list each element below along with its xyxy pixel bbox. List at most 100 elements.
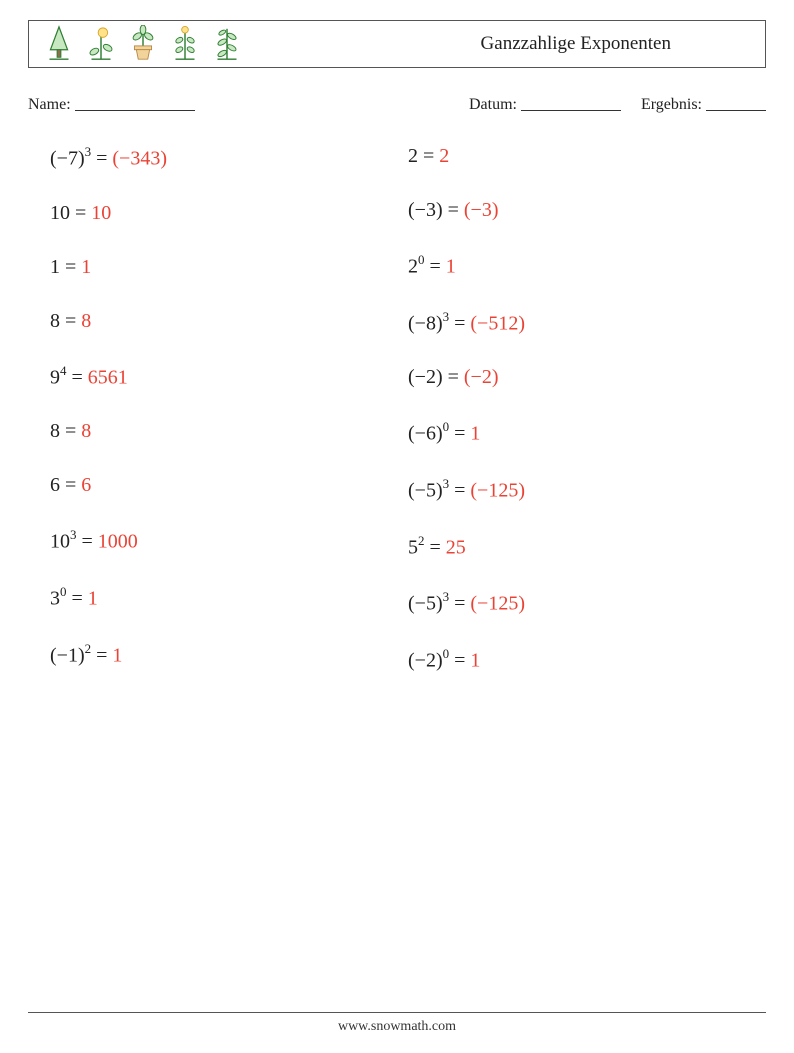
problem-answer: 6561 [88, 366, 128, 388]
problem-answer: 25 [446, 536, 466, 558]
problem-base: 10 [50, 202, 70, 224]
problem-base: (−2) [408, 366, 443, 388]
problem-row: (−3) = (−3) [408, 200, 766, 220]
problem-base: 8 [50, 310, 60, 332]
problem-row: 94 = 6561 [50, 365, 408, 388]
date-label: Datum: [469, 96, 517, 114]
problem-base: (−2) [408, 650, 443, 672]
footer-url: www.snowmath.com [0, 1019, 794, 1035]
problem-base: 3 [50, 588, 60, 610]
equals-sign: = [70, 202, 91, 224]
problem-answer: 1 [470, 650, 480, 672]
name-blank [75, 96, 195, 111]
equals-sign: = [425, 256, 446, 278]
problem-exponent: 3 [443, 589, 450, 604]
header-box: Ganzzahlige Exponenten [28, 20, 766, 68]
problem-row: (−5)3 = (−125) [408, 591, 766, 614]
problem-base: (−6) [408, 423, 443, 445]
problem-exponent: 2 [85, 641, 92, 656]
problem-answer: (−125) [470, 480, 525, 502]
plant-icon [211, 25, 243, 63]
problem-base: 9 [50, 366, 60, 388]
plant-icon [85, 25, 117, 63]
equals-sign: = [449, 312, 470, 334]
problem-row: 52 = 25 [408, 535, 766, 558]
problem-row: 20 = 1 [408, 254, 766, 277]
equals-sign: = [449, 480, 470, 502]
problem-exponent: 3 [443, 309, 450, 324]
problem-base: (−5) [408, 593, 443, 615]
problem-answer: (−2) [464, 366, 499, 388]
problem-row: 6 = 6 [50, 475, 408, 495]
problem-exponent: 0 [443, 419, 450, 434]
problem-row: (−2)0 = 1 [408, 648, 766, 671]
equals-sign: = [443, 366, 464, 388]
equals-sign: = [449, 650, 470, 672]
score-blank [706, 96, 766, 111]
equals-sign: = [67, 366, 88, 388]
problem-row: (−1)2 = 1 [50, 643, 408, 666]
problems-area: (−7)3 = (−343)10 = 101 = 18 = 894 = 6561… [28, 146, 766, 705]
problem-row: (−2) = (−2) [408, 367, 766, 387]
name-label: Name: [28, 96, 71, 114]
problem-answer: 10 [91, 202, 111, 224]
equals-sign: = [67, 588, 88, 610]
problem-exponent: 3 [85, 144, 92, 159]
equals-sign: = [449, 593, 470, 615]
problem-answer: (−125) [470, 593, 525, 615]
problem-base: 6 [50, 474, 60, 496]
problem-base: 1 [50, 256, 60, 278]
problem-row: 30 = 1 [50, 586, 408, 609]
problem-base: 10 [50, 531, 70, 553]
problem-column-2: 2 = 2(−3) = (−3)20 = 1(−8)3 = (−512)(−2)… [408, 146, 766, 705]
problem-answer: 8 [81, 420, 91, 442]
problem-base: (−5) [408, 480, 443, 502]
problem-base: (−1) [50, 644, 85, 666]
equals-sign: = [449, 423, 470, 445]
problem-answer: (−343) [112, 148, 167, 170]
equals-sign: = [91, 644, 112, 666]
equals-sign: = [60, 310, 81, 332]
problem-exponent: 0 [418, 252, 425, 267]
problem-exponent: 4 [60, 363, 67, 378]
problem-row: 2 = 2 [408, 146, 766, 166]
plant-icon [127, 25, 159, 63]
equals-sign: = [60, 256, 81, 278]
equals-sign: = [418, 145, 439, 167]
problem-base: 5 [408, 536, 418, 558]
problem-row: (−5)3 = (−125) [408, 478, 766, 501]
problem-exponent: 3 [443, 476, 450, 491]
problem-row: 103 = 1000 [50, 529, 408, 552]
problem-answer: 1 [446, 256, 456, 278]
problem-exponent: 0 [443, 646, 450, 661]
problem-answer: 1 [88, 588, 98, 610]
problem-row: 1 = 1 [50, 257, 408, 277]
equals-sign: = [60, 474, 81, 496]
date-blank [521, 96, 621, 111]
problem-base: (−3) [408, 199, 443, 221]
plant-icon [43, 25, 75, 63]
problem-answer: 2 [439, 145, 449, 167]
problem-row: (−8)3 = (−512) [408, 311, 766, 334]
meta-row: Name: Datum: Ergebnis: [28, 94, 766, 114]
problem-base: (−8) [408, 312, 443, 334]
problem-row: (−7)3 = (−343) [50, 146, 408, 169]
problem-answer: 1000 [98, 531, 138, 553]
problem-row: 8 = 8 [50, 421, 408, 441]
problem-answer: 1 [112, 644, 122, 666]
problem-answer: 8 [81, 310, 91, 332]
problem-answer: (−512) [470, 312, 525, 334]
header-icons [43, 25, 243, 63]
problem-answer: 6 [81, 474, 91, 496]
problem-answer: 1 [81, 256, 91, 278]
problem-base: 2 [408, 256, 418, 278]
equals-sign: = [425, 536, 446, 558]
equals-sign: = [77, 531, 98, 553]
equals-sign: = [60, 420, 81, 442]
worksheet-title: Ganzzahlige Exponenten [481, 33, 671, 55]
equals-sign: = [91, 148, 112, 170]
problem-exponent: 3 [70, 527, 77, 542]
problem-row: 10 = 10 [50, 203, 408, 223]
problem-answer: (−3) [464, 199, 499, 221]
plant-icon [169, 25, 201, 63]
